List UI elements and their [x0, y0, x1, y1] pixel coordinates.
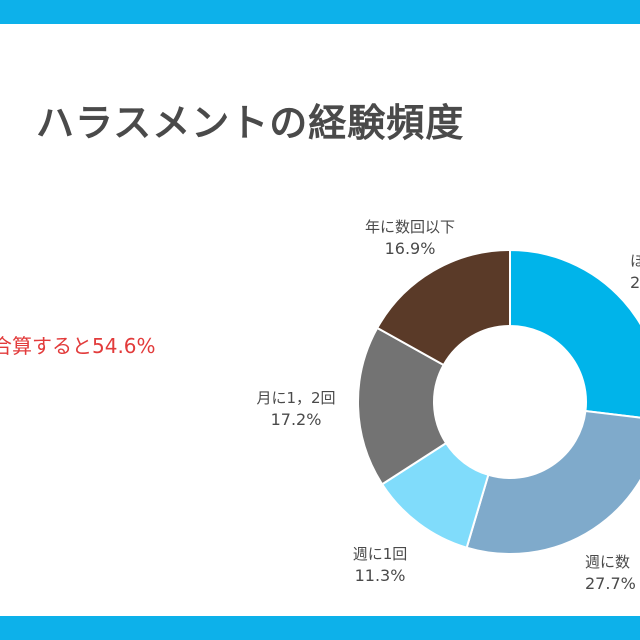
combined-total-note: 合算すると54.6%	[0, 334, 156, 358]
bottom-band	[0, 616, 640, 640]
label-several-per-week: 週に数 27.7%	[585, 553, 636, 593]
top-band	[0, 0, 640, 24]
slice-several-per-week	[465, 409, 640, 555]
label-one-two-per-month: 月に1，2回 17.2%	[256, 389, 335, 429]
slice-almost-daily	[509, 248, 640, 419]
label-once-per-week: 週に1回 11.3%	[353, 545, 408, 585]
page-title: ハラスメントの経験頻度	[36, 101, 465, 145]
label-few-per-year: 年に数回以下 16.9%	[365, 218, 455, 258]
slice-few-per-year	[375, 248, 511, 367]
